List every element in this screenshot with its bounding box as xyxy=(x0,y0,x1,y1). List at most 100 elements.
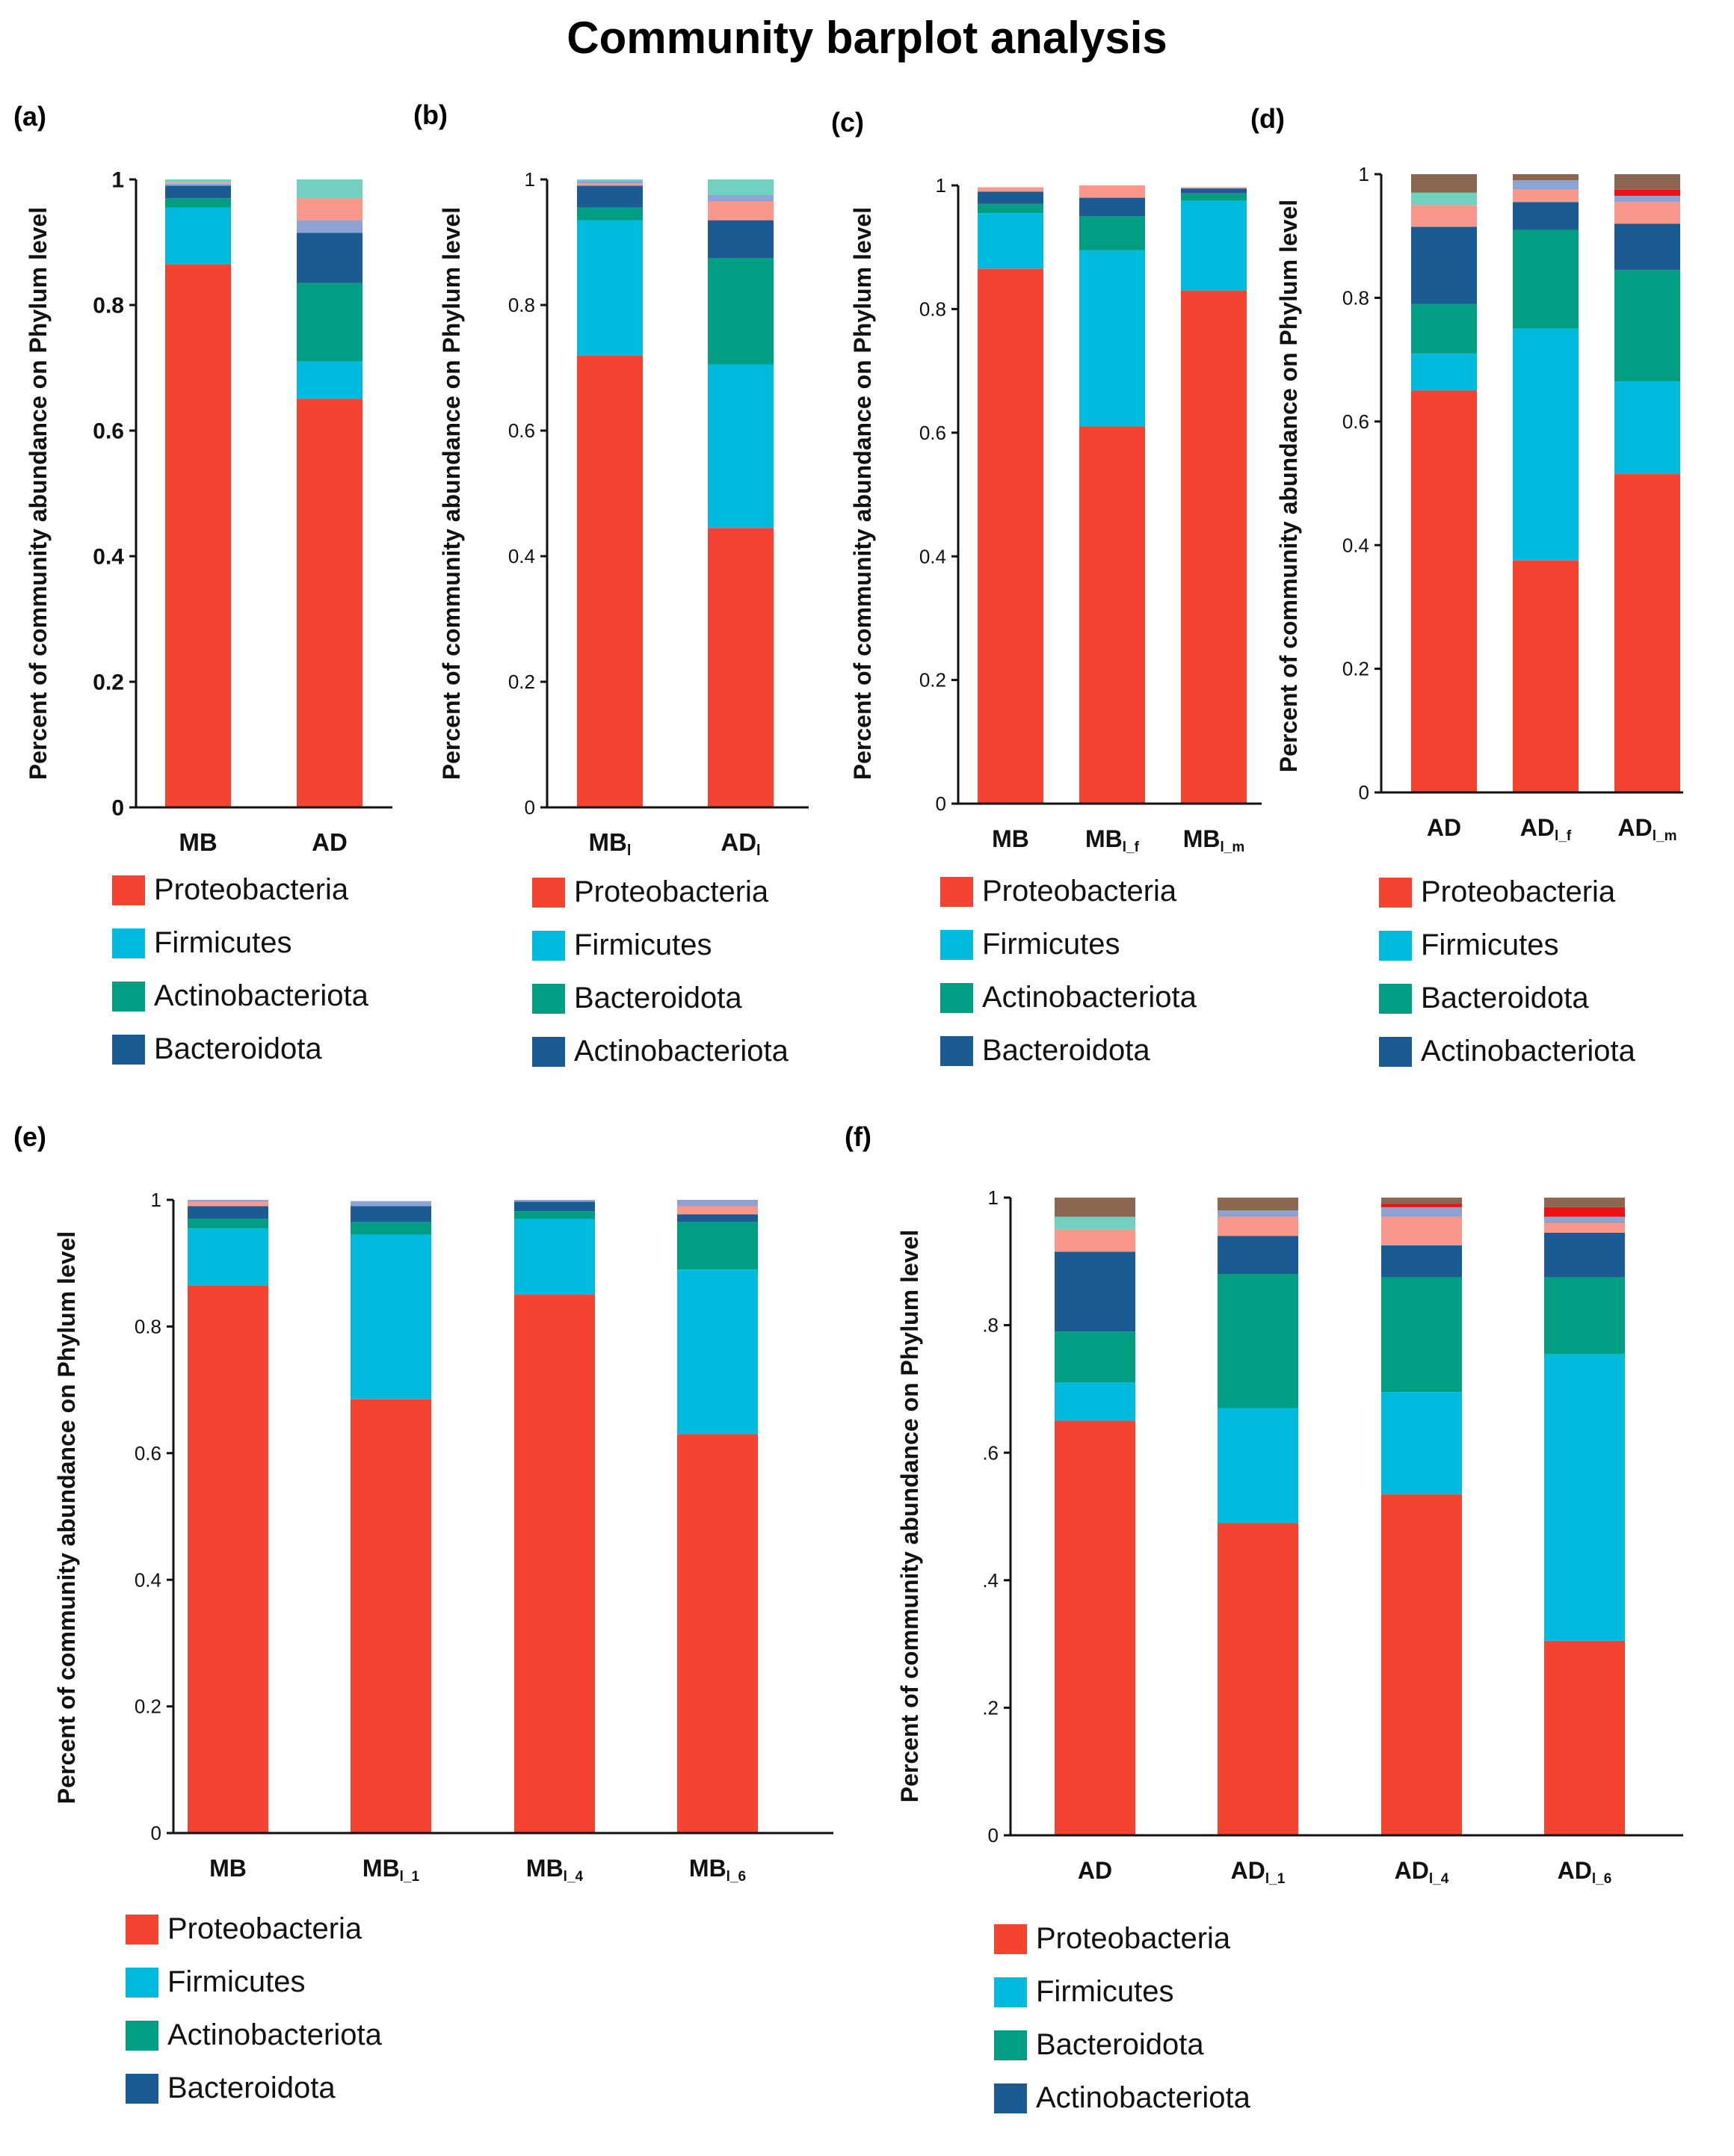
bar-segment-bacteroidota xyxy=(165,185,231,199)
bar-segment-bacteroidota xyxy=(351,1206,431,1222)
legend-b: Proteobacteria Firmicutes Bacteroidota Acti… xyxy=(532,866,789,1078)
y-tick-label: 0.2 xyxy=(93,671,124,695)
legend-swatch xyxy=(994,2030,1027,2060)
legend-swatch xyxy=(940,982,973,1013)
y-tick-label: 1 xyxy=(1359,163,1369,185)
panel-label-e: (e) xyxy=(13,1121,46,1152)
y-tick-label: 1 xyxy=(151,1189,161,1211)
bar-segment-other1 xyxy=(708,201,774,221)
y-tick-label: 0 xyxy=(111,796,124,821)
y-tick-label: 0.2 xyxy=(135,1695,161,1718)
bar-segment-firmicutes xyxy=(577,220,643,356)
y-tick-label: 0 xyxy=(936,792,946,815)
legend-label: Bacteroidota xyxy=(1421,982,1589,1014)
y-tick-label: 1 xyxy=(525,168,535,191)
bar-segment-other1 xyxy=(1181,187,1247,189)
legend-label: Firmicutes xyxy=(982,928,1120,961)
y-axis-label: Percent of community abundance on Phylum… xyxy=(1275,200,1302,772)
bar-segment-other5 xyxy=(1381,1198,1462,1204)
panel-label-d: (d) xyxy=(1250,103,1285,134)
x-tick-label: ADl_m xyxy=(1618,814,1677,844)
bar-segment-bacteroidota xyxy=(1218,1274,1298,1408)
y-tick-label: 0.8 xyxy=(93,294,124,318)
bar-segment-other5 xyxy=(1513,174,1579,181)
legend-swatch xyxy=(1379,877,1412,908)
bar-segment-other1 xyxy=(1055,1229,1135,1252)
bar-segment-actinobacteriota xyxy=(1381,1245,1462,1278)
bar-segment-firmicutes xyxy=(978,213,1043,269)
legend-item-actinobacteriota: Actinobacteriota xyxy=(940,971,1197,1024)
x-tick-label: ADl_1 xyxy=(1231,1857,1286,1887)
bar-segment-other2 xyxy=(188,1200,268,1202)
y-tick-label: 0.6 xyxy=(135,1442,161,1464)
x-tick-label: MBl_m xyxy=(1183,825,1245,855)
bar-segment-proteobacteria xyxy=(1381,1494,1462,1835)
legend-item-firmicutes: Firmicutes xyxy=(126,1956,382,2009)
legend-label: Proteobacteria xyxy=(574,875,769,908)
bar-segment-other1 xyxy=(1079,185,1145,198)
bar-segment-proteobacteria xyxy=(351,1399,431,1833)
bar-segment-bacteroidota xyxy=(188,1206,268,1219)
y-axis-label: Percent of community abundance on Phylum… xyxy=(438,207,465,780)
y-tick-label: 1 xyxy=(988,1186,999,1209)
y-tick-label: .6 xyxy=(982,1441,999,1464)
bar-segment-proteobacteria xyxy=(165,264,231,807)
bar-segment-proteobacteria xyxy=(1544,1640,1625,1835)
y-tick-label: 0.8 xyxy=(135,1316,161,1338)
legend-label: Firmicutes xyxy=(1036,1975,1174,2008)
bar-segment-other3 xyxy=(297,179,362,199)
bar-segment-actinobacteriota xyxy=(514,1211,595,1219)
y-tick-label: 0.8 xyxy=(1342,287,1369,309)
y-tick-label: 1 xyxy=(111,168,124,193)
y-tick-label: 0.4 xyxy=(93,545,124,570)
legend-item-bacteroidota: Bacteroidota xyxy=(1379,972,1635,1025)
bar-segment-firmicutes xyxy=(1544,1353,1625,1641)
bar-segment-proteobacteria xyxy=(1614,474,1680,792)
y-tick-label: 0.4 xyxy=(1342,534,1369,556)
bar-segment-actinobacteriota xyxy=(1513,202,1579,230)
bar-segment-other2 xyxy=(351,1201,431,1207)
x-tick-label: MBl xyxy=(589,828,632,859)
legend-item-bacteroidota: Bacteroidota xyxy=(994,2018,1250,2072)
bar-segment-other2 xyxy=(1544,1216,1625,1224)
legend-a: Proteobacteria Firmicutes Actinobacteriota… xyxy=(112,863,368,1076)
legend-item-bacteroidota: Bacteroidota xyxy=(126,2062,382,2115)
bar-segment-actinobacteriota xyxy=(1079,216,1145,250)
legend-swatch xyxy=(532,983,565,1014)
bar-segment-proteobacteria xyxy=(1055,1420,1135,1835)
legend-item-proteobacteria: Proteobacteria xyxy=(1379,866,1635,919)
legend-c: Proteobacteria Firmicutes Actinobacteriota… xyxy=(940,865,1197,1077)
bar-segment-bacteroidota xyxy=(1381,1277,1462,1393)
legend-item-actinobacteriota: Actinobacteriota xyxy=(994,2072,1250,2125)
legend-swatch xyxy=(126,1967,158,1998)
y-axis-label: Percent of community abundance on Phylum… xyxy=(25,207,52,780)
bar-segment-bacteroidota xyxy=(1181,188,1247,194)
x-tick-label: ADl_6 xyxy=(1558,1857,1612,1887)
bar-segment-other1 xyxy=(1218,1216,1298,1236)
bar-segment-proteobacteria xyxy=(978,268,1043,804)
bar-segment-firmicutes xyxy=(165,207,231,265)
bar-segment-other5 xyxy=(1055,1198,1135,1217)
legend-label: Proteobacteria xyxy=(167,1912,362,1945)
legend-label: Bacteroidota xyxy=(1036,2028,1204,2061)
bar-segment-firmicutes xyxy=(708,364,774,529)
legend-item-proteobacteria: Proteobacteria xyxy=(126,1903,382,1956)
bar-segment-actinobacteriota xyxy=(188,1219,268,1229)
figure-title: Community barplot analysis xyxy=(567,13,1167,63)
y-tick-label: 0.2 xyxy=(1342,658,1369,680)
legend-swatch xyxy=(994,1924,1027,1954)
legend-swatch xyxy=(126,2073,158,2104)
bar-segment-proteobacteria xyxy=(297,399,362,807)
x-tick-label: MB xyxy=(209,1855,247,1882)
bar-segment-other2 xyxy=(1614,195,1680,203)
bar-segment-other3 xyxy=(708,179,774,195)
legend-item-bacteroidota: Bacteroidota xyxy=(940,1024,1197,1077)
legend-label: Actinobacteriota xyxy=(982,981,1197,1014)
legend-swatch xyxy=(532,1036,565,1067)
legend-swatch xyxy=(112,928,145,958)
y-tick-label: 0 xyxy=(525,796,535,819)
